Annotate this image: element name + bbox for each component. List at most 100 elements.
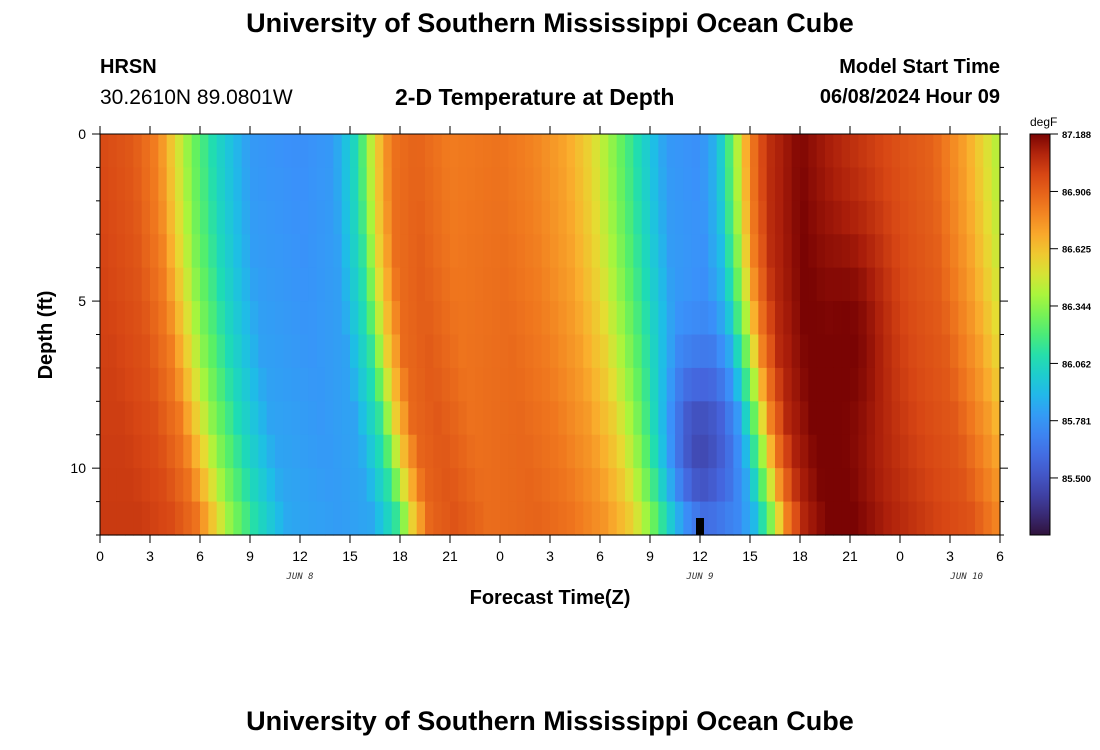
heatmap-cell — [350, 167, 359, 202]
heatmap-cell — [741, 234, 751, 269]
heatmap-cell — [916, 334, 926, 369]
heatmap-cell — [675, 301, 684, 336]
heatmap-cell — [491, 301, 501, 336]
heatmap-cell — [216, 468, 226, 503]
heatmap-cell — [908, 301, 918, 336]
heatmap-cell — [575, 267, 584, 302]
heatmap-cell — [400, 234, 409, 269]
heatmap-cell — [850, 167, 859, 202]
heatmap-cell — [641, 134, 651, 169]
heatmap-cell — [283, 267, 293, 302]
heatmap-cell — [850, 234, 859, 269]
heatmap-cell — [891, 334, 901, 369]
heatmap-cell — [700, 367, 709, 402]
heatmap-cell — [866, 200, 876, 235]
heatmap-cell — [816, 434, 826, 469]
heatmap-cell — [225, 167, 234, 202]
heatmap-cell — [275, 434, 284, 469]
heatmap-cell — [658, 167, 668, 202]
heatmap-cell — [550, 468, 559, 503]
heatmap-cell — [825, 301, 834, 336]
heatmap-cell — [558, 200, 568, 235]
heatmap-cell — [383, 267, 393, 302]
heatmap-cell — [416, 167, 426, 202]
heatmap-cell — [191, 334, 201, 369]
heatmap-cell — [225, 401, 234, 436]
heatmap-cell — [583, 267, 593, 302]
heatmap-cell — [800, 134, 809, 169]
heatmap-cell — [341, 134, 351, 169]
heatmap-cell — [566, 367, 576, 402]
heatmap-cell — [241, 334, 251, 369]
heatmap-cell — [508, 267, 518, 302]
heatmap-cell — [875, 468, 884, 503]
heatmap-cell — [700, 334, 709, 369]
heatmap-cell — [650, 334, 659, 369]
heatmap-cell — [825, 401, 834, 436]
heatmap-cell — [641, 200, 651, 235]
heatmap-cell — [341, 200, 351, 235]
heatmap-cell — [525, 434, 534, 469]
heatmap-cell — [133, 367, 143, 402]
heatmap-cell — [733, 334, 743, 369]
heatmap-cell — [158, 367, 168, 402]
heatmap-cell — [783, 234, 793, 269]
heatmap-cell — [458, 468, 468, 503]
heatmap-cell — [575, 401, 584, 436]
heatmap-cell — [725, 334, 734, 369]
heatmap-cell — [333, 134, 343, 169]
heatmap-cell — [458, 334, 468, 369]
heatmap-cell — [166, 134, 176, 169]
heatmap-cell — [783, 401, 793, 436]
heatmap-cell — [483, 301, 493, 336]
heatmap-cell — [683, 267, 693, 302]
heatmap-cell — [133, 434, 143, 469]
heatmap-cell — [400, 334, 409, 369]
heatmap-cell — [475, 267, 484, 302]
heatmap-cell — [400, 134, 409, 169]
heatmap-cell — [950, 367, 959, 402]
heatmap-cell — [966, 468, 976, 503]
heatmap-cell — [350, 200, 359, 235]
heatmap-cell — [933, 200, 943, 235]
heatmap-cell — [650, 468, 659, 503]
heatmap-cell — [191, 167, 201, 202]
heatmap-cell — [758, 267, 768, 302]
heatmap-cell — [308, 267, 318, 302]
heatmap-cell — [783, 134, 793, 169]
heatmap-cell — [716, 367, 726, 402]
heatmap-cell — [425, 301, 434, 336]
heatmap-cell — [983, 234, 993, 269]
heatmap-cell — [750, 334, 759, 369]
heatmap-cell — [700, 401, 709, 436]
heatmap-cell — [100, 468, 109, 503]
heatmap-cell — [525, 501, 534, 536]
heatmap-cell — [758, 167, 768, 202]
heatmap-cell — [758, 301, 768, 336]
heatmap-cell — [341, 167, 351, 202]
heatmap-cell — [933, 468, 943, 503]
heatmap-cell — [116, 134, 126, 169]
heatmap-cell — [908, 501, 918, 536]
heatmap-cell — [966, 134, 976, 169]
heatmap-cell — [666, 200, 676, 235]
heatmap-cell — [108, 301, 118, 336]
heatmap-cell — [108, 167, 118, 202]
heatmap-cell — [366, 434, 376, 469]
heatmap-cell — [566, 234, 576, 269]
heatmap-cell — [533, 401, 543, 436]
heatmap-cell — [166, 468, 176, 503]
heatmap-cell — [191, 367, 201, 402]
heatmap-cell — [250, 134, 259, 169]
heatmap-cell — [808, 200, 818, 235]
heatmap-cell — [825, 434, 834, 469]
heatmap-cell — [325, 334, 334, 369]
heatmap-cell — [216, 334, 226, 369]
heatmap-cell — [625, 234, 634, 269]
heatmap-cell — [175, 200, 184, 235]
heatmap-cell — [666, 267, 676, 302]
heatmap-cell — [616, 501, 626, 536]
heatmap-cell — [550, 301, 559, 336]
heatmap-cell — [758, 367, 768, 402]
heatmap-cell — [100, 334, 109, 369]
